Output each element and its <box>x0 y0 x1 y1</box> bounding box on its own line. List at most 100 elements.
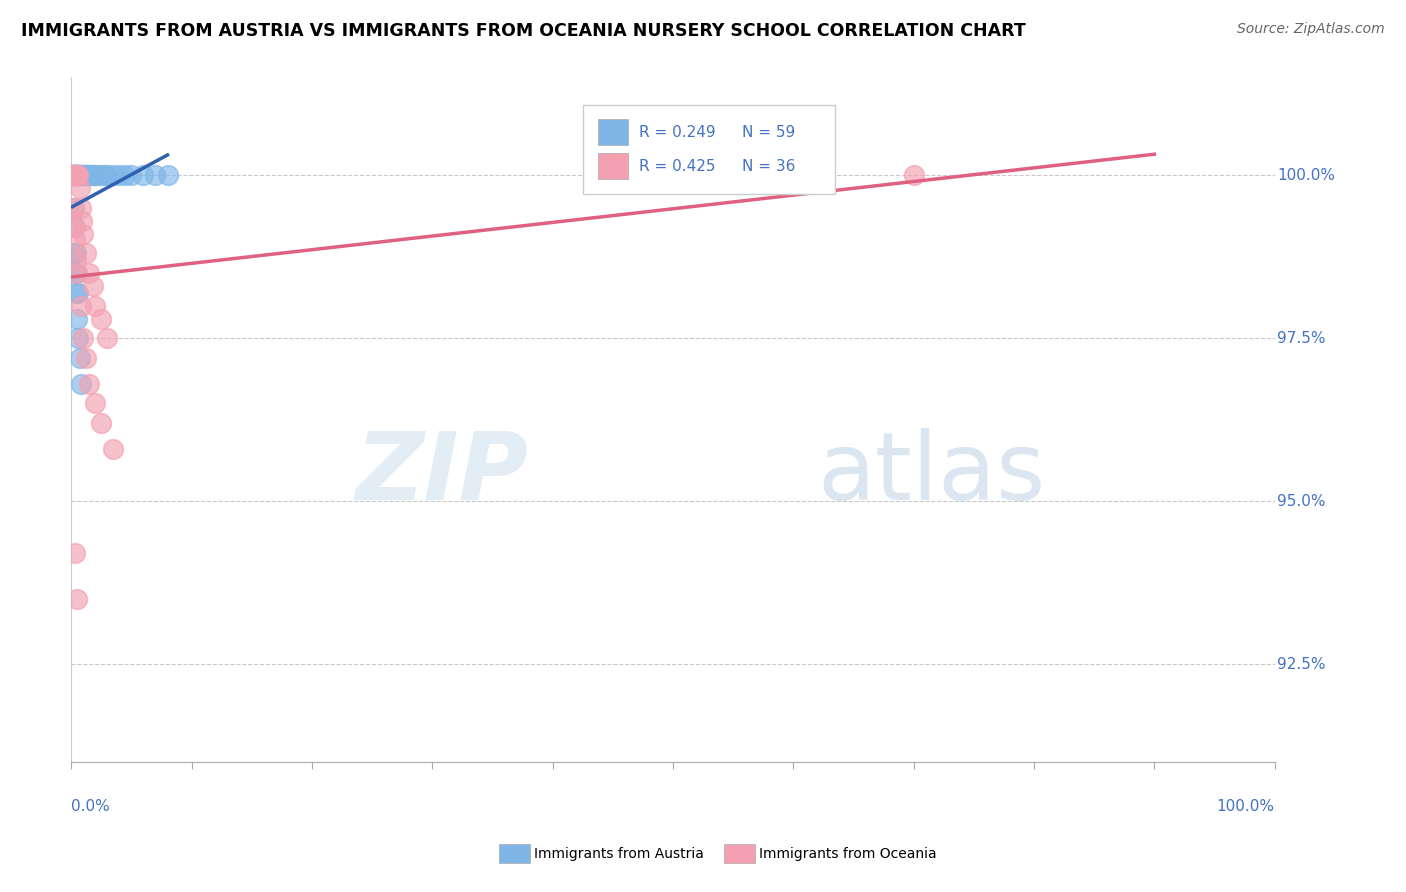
Text: ZIP: ZIP <box>356 428 529 520</box>
Text: N = 36: N = 36 <box>741 159 794 174</box>
Text: 100.0%: 100.0% <box>1216 799 1275 814</box>
Point <box>62 168 84 182</box>
Point <box>66 168 89 182</box>
Point <box>69 181 91 195</box>
Point <box>70 299 93 313</box>
Point <box>70 214 93 228</box>
Point <box>782 168 804 182</box>
Text: 0.0%: 0.0% <box>72 799 110 814</box>
Text: 100.0%: 100.0% <box>1277 168 1334 183</box>
Point <box>69 168 91 182</box>
Point <box>70 376 93 391</box>
Text: 92.5%: 92.5% <box>1277 657 1326 672</box>
Text: Immigrants from Oceania: Immigrants from Oceania <box>759 847 936 861</box>
Point <box>84 299 107 313</box>
Point <box>63 266 86 280</box>
Point <box>65 246 87 260</box>
Point <box>62 220 84 235</box>
Text: Immigrants from Austria: Immigrants from Austria <box>534 847 704 861</box>
Point <box>82 168 104 182</box>
Text: Source: ZipAtlas.com: Source: ZipAtlas.com <box>1237 22 1385 37</box>
Point <box>66 311 89 326</box>
Point <box>75 246 97 260</box>
Point <box>114 168 136 182</box>
Point <box>62 168 84 182</box>
Point <box>67 168 90 182</box>
Point <box>84 396 107 410</box>
Point <box>67 168 90 182</box>
Text: atlas: atlas <box>817 428 1046 520</box>
Point <box>79 168 101 182</box>
Point <box>62 168 84 182</box>
Point <box>903 168 925 182</box>
Point <box>62 168 84 182</box>
Point <box>75 168 97 182</box>
Point <box>65 252 87 267</box>
Text: 95.0%: 95.0% <box>1277 493 1326 508</box>
Point <box>79 376 101 391</box>
Point <box>66 168 89 182</box>
Point <box>79 168 101 182</box>
Point <box>62 201 84 215</box>
Point <box>90 168 112 182</box>
Point <box>72 168 94 182</box>
Point <box>67 168 90 182</box>
Point <box>108 168 131 182</box>
Point <box>70 201 93 215</box>
Point <box>72 168 94 182</box>
Point <box>63 546 86 560</box>
Point <box>77 168 100 182</box>
Point <box>65 168 87 182</box>
Point <box>145 168 167 182</box>
Point <box>86 168 108 182</box>
Text: R = 0.249: R = 0.249 <box>640 125 716 140</box>
Point <box>62 246 84 260</box>
Point <box>103 168 125 182</box>
Point <box>70 168 93 182</box>
Point <box>66 168 89 182</box>
Point <box>63 168 86 182</box>
Point <box>63 220 86 235</box>
Point <box>72 227 94 241</box>
Point <box>66 266 89 280</box>
Point <box>69 168 91 182</box>
Point <box>63 233 86 247</box>
Point <box>94 168 117 182</box>
Text: 97.5%: 97.5% <box>1277 331 1326 345</box>
Point <box>62 201 84 215</box>
Point <box>63 168 86 182</box>
Point <box>79 266 101 280</box>
FancyBboxPatch shape <box>599 153 628 179</box>
Point <box>67 168 90 182</box>
Point <box>65 168 87 182</box>
Point <box>80 168 103 182</box>
Point <box>62 168 84 182</box>
Point <box>69 351 91 365</box>
Point <box>63 168 86 182</box>
Text: N = 59: N = 59 <box>741 125 794 140</box>
FancyBboxPatch shape <box>582 105 835 194</box>
Point <box>82 279 104 293</box>
Point <box>63 168 86 182</box>
Point <box>66 168 89 182</box>
Point <box>62 168 84 182</box>
Point <box>66 266 89 280</box>
Point <box>62 168 84 182</box>
Point <box>63 168 86 182</box>
FancyBboxPatch shape <box>599 120 628 145</box>
Point <box>132 168 155 182</box>
Point <box>65 168 87 182</box>
Text: R = 0.425: R = 0.425 <box>640 159 716 174</box>
Point <box>76 168 98 182</box>
Point <box>62 168 84 182</box>
Point <box>66 168 89 182</box>
Point <box>103 442 125 456</box>
Point <box>75 351 97 365</box>
Point <box>96 331 118 345</box>
Point <box>67 331 90 345</box>
Text: IMMIGRANTS FROM AUSTRIA VS IMMIGRANTS FROM OCEANIA NURSERY SCHOOL CORRELATION CH: IMMIGRANTS FROM AUSTRIA VS IMMIGRANTS FR… <box>21 22 1026 40</box>
Point <box>62 168 84 182</box>
Point <box>120 168 142 182</box>
Point <box>72 331 94 345</box>
Point <box>62 168 84 182</box>
